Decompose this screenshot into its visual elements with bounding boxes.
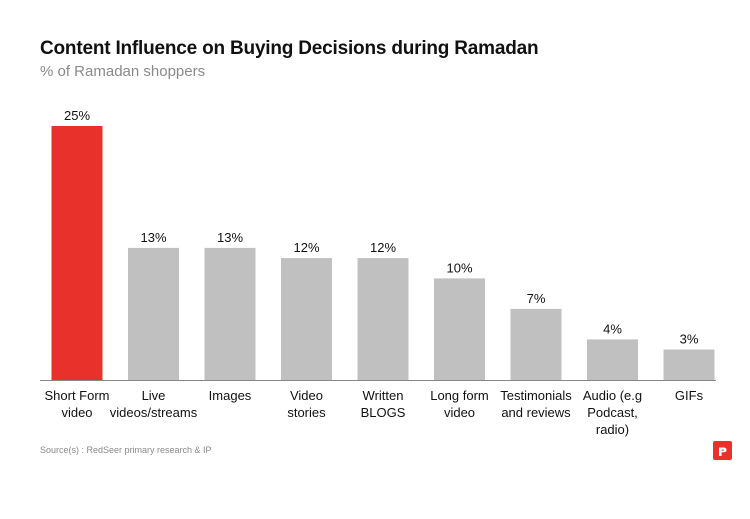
data-label-0: 25% xyxy=(64,108,90,123)
source-note: Source(s) : RedSeer primary research & I… xyxy=(40,445,212,455)
data-label-1: 13% xyxy=(140,230,166,245)
bar-7 xyxy=(587,339,638,380)
data-label-7: 4% xyxy=(603,321,622,336)
category-label-1: Live videos/streams xyxy=(110,388,198,420)
category-label-0: Short Form video xyxy=(44,388,109,420)
redseer-logo-icon xyxy=(713,441,732,460)
category-label-7: Audio (e.g Podcast, radio) xyxy=(583,388,642,437)
bar-6 xyxy=(510,308,562,380)
data-label-6: 7% xyxy=(527,291,546,306)
category-label-8: GIFs xyxy=(675,388,704,403)
bar-4 xyxy=(357,258,409,380)
category-label-3: Video stories xyxy=(287,388,326,420)
category-label-6: Testimonials and reviews xyxy=(500,388,572,420)
bar-8 xyxy=(663,349,715,380)
bar-5 xyxy=(434,278,485,380)
category-label-5: Long form video xyxy=(430,388,489,420)
bar-0 xyxy=(51,126,103,380)
category-label-4: Written BLOGS xyxy=(361,388,406,420)
data-label-2: 13% xyxy=(217,230,243,245)
bar-2 xyxy=(204,247,256,380)
data-label-3: 12% xyxy=(293,240,319,255)
bar-1 xyxy=(128,247,179,380)
chart-title: Content Influence on Buying Decisions du… xyxy=(40,38,539,59)
category-label-2: Images xyxy=(209,388,252,403)
data-label-4: 12% xyxy=(370,240,396,255)
chart-subtitle: % of Ramadan shoppers xyxy=(40,63,206,80)
bar-3 xyxy=(281,258,332,380)
data-label-5: 10% xyxy=(446,260,472,275)
data-label-8: 3% xyxy=(680,332,699,347)
